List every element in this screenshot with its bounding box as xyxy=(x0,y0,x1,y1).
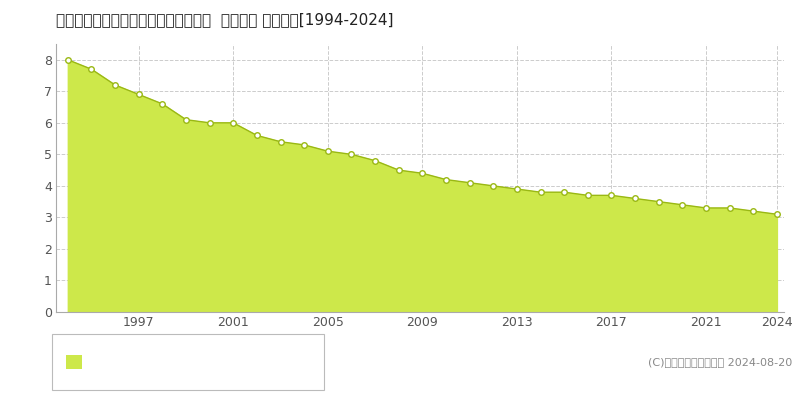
Text: 北海道中川郡本別町北５丁目８番３外  地価公示 地価推移[1994-2024]: 北海道中川郡本別町北５丁目８番３外 地価公示 地価推移[1994-2024] xyxy=(56,12,394,27)
Text: 地価公示 平均坪単価(万円/坪): 地価公示 平均坪単価(万円/坪) xyxy=(90,356,198,368)
Text: (C)土地価格ドットコム 2024-08-20: (C)土地価格ドットコム 2024-08-20 xyxy=(648,357,792,367)
